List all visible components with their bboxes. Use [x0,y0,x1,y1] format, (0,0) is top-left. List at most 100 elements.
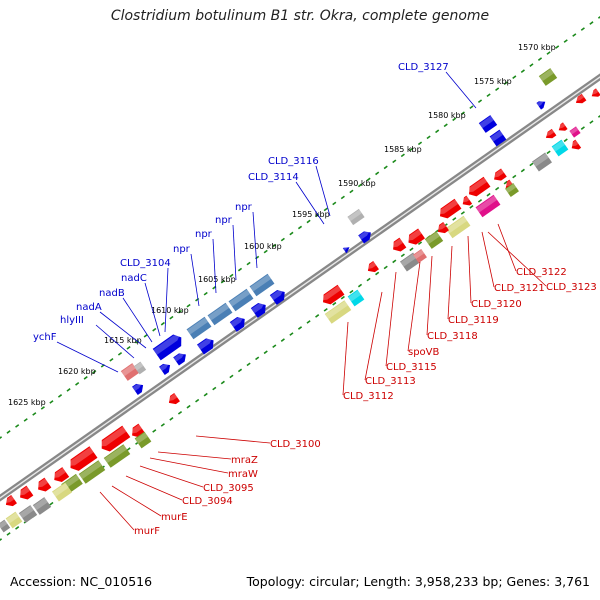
tick-mark [203,291,208,296]
leader-line [487,231,547,287]
tick-mark [383,265,388,270]
tick-mark [417,241,423,246]
tick-mark [529,63,534,67]
gene-lower-42 [18,505,38,523]
tick-mark [203,392,208,397]
gene-lower-4 [544,128,557,139]
tick-mark [212,386,217,391]
tick-mark [152,327,157,332]
tick-mark [237,267,243,272]
gene-label-mraz-12: mraZ [231,455,258,466]
scale-label-12: 1625 kbp [8,398,46,407]
tick-mark [357,183,363,188]
tick-mark [589,21,594,25]
gene-lower-34 [36,477,52,492]
tick-mark [563,138,568,143]
tick-mark [66,388,71,392]
leader-line [111,485,162,517]
scale-label-5: 1590 kbp [338,179,376,188]
gene-upper-19 [133,361,147,375]
gene-upper-13 [229,316,245,332]
leader-line [99,311,147,349]
leader-line [481,231,495,288]
tick-mark [246,362,251,367]
leader-line [149,457,229,474]
tick-mark [426,135,431,140]
tick-mark [15,526,20,530]
tick-mark [452,117,457,122]
tick-mark [229,273,234,278]
tick-mark [332,201,337,206]
gene-lower-20 [391,237,407,252]
summary-text: Topology: circular; Length: 3,958,233 bp… [246,574,590,589]
leader-line [122,297,153,343]
gene-label-cld_3116-2: CLD_3116 [268,156,319,167]
scale-label-2: 1575 kbp [474,77,512,86]
gene-upper-2 [489,129,507,147]
gene-lower-28 [167,393,180,405]
tick-mark [263,350,268,355]
tick-mark [443,123,448,128]
leader-line [157,451,232,460]
gene-lower-21 [436,222,449,234]
tick-mark [49,400,54,404]
tick-mark [580,126,585,130]
leader-line [144,282,161,337]
gene-label-ychf-13: ychF [33,332,57,343]
gene-label-cld_3119-5: CLD_3119 [448,315,499,326]
tick-mark [597,15,600,19]
tick-mark [323,207,328,212]
tick-mark [375,271,380,276]
tick-mark [452,217,457,221]
gene-upper-4 [347,208,365,226]
tick-mark [477,99,483,104]
tick-mark [272,243,277,248]
scale-label-6: 1595 kbp [292,210,330,219]
tick-mark [597,114,600,118]
tick-mark [529,162,534,167]
gene-label-npr-7: npr [173,244,191,255]
gene-upper-8 [228,288,254,312]
gene-lower-43 [5,511,23,529]
tick-mark [520,69,525,73]
leader-line [385,271,397,367]
tick-mark [220,380,225,385]
tick-mark [49,501,54,506]
leader-line [252,211,258,269]
gene-lower-26 [324,300,352,324]
tick-mark [469,205,474,209]
tick-mark [366,277,371,282]
tick-mark [126,345,131,350]
gene-lower-17 [445,215,471,239]
gene-label-spovb-7: spoVB [408,347,440,358]
tick-mark [460,211,465,215]
tick-mark [40,406,45,410]
gene-upper-10 [186,316,212,340]
gene-label-nadb-10: nadB [99,288,125,299]
gene-label-cld_3120-4: CLD_3120 [471,299,522,310]
gene-lower-41 [32,497,52,515]
tick-mark [546,51,551,55]
gene-lower-11 [492,168,507,181]
gene-label-cld_3095-14: CLD_3095 [203,483,254,494]
tick-mark [417,141,423,146]
leader-line [364,291,383,381]
gene-upper-12 [250,302,266,318]
tick-mark [460,111,465,116]
gene-lower-24 [366,261,379,273]
gene-upper-17 [159,363,171,375]
tick-mark [237,368,243,373]
gene-label-cld_3118-6: CLD_3118 [427,331,478,342]
tick-mark [495,87,500,92]
tick-mark [400,153,405,158]
gene-lower-18 [424,231,444,249]
tick-mark [589,120,594,124]
tick-mark [503,180,508,185]
leader-line [467,235,472,304]
scale-label-7: 1600 kbp [244,242,282,251]
tick-mark [375,171,380,176]
gene-label-mraw-13: mraW [228,469,258,480]
tick-mark [75,382,80,386]
scale-label-4: 1585 kbp [384,145,422,154]
tick-mark [220,279,225,284]
